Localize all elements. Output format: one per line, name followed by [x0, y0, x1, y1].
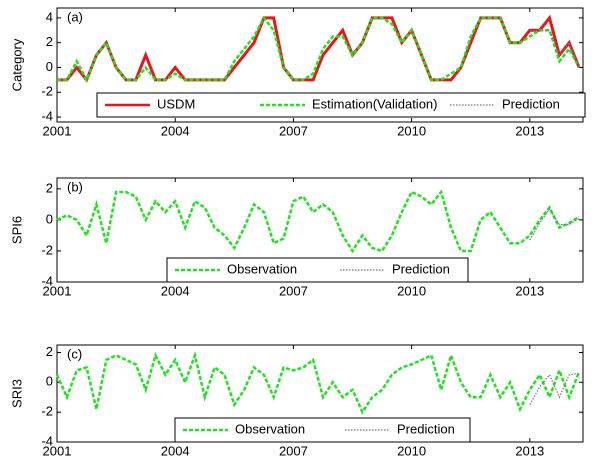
- x-tick-label: 2013: [515, 443, 544, 458]
- legend-label: Prediction: [397, 421, 455, 436]
- y-tick-label: 4: [46, 9, 53, 24]
- series-line: [529, 372, 580, 405]
- series-line: [529, 29, 580, 68]
- x-tick-label: 2013: [515, 123, 544, 138]
- x-tick-label: 2001: [43, 283, 72, 298]
- y-tick-label: 2: [46, 34, 53, 49]
- legend-label: Prediction: [392, 261, 450, 276]
- panel-label: (b): [67, 179, 83, 194]
- x-tick-label: 2004: [161, 283, 190, 298]
- legend-label: Estimation(Validation): [312, 96, 437, 111]
- series-line: [57, 15, 581, 83]
- y-tick-label: -2: [41, 242, 53, 257]
- legend-label: USDM: [157, 96, 195, 111]
- x-tick-label: 2007: [279, 443, 308, 458]
- x-tick-label: 2010: [397, 283, 426, 298]
- y-tick-label: 0: [46, 59, 53, 74]
- series-line: [55, 351, 581, 415]
- y-tick-label: -2: [41, 404, 53, 419]
- y-axis-label: SRI3: [9, 379, 24, 408]
- legend-box: [96, 92, 586, 118]
- x-tick-label: 2004: [161, 443, 190, 458]
- panel-label: (a): [67, 9, 83, 24]
- x-tick-label: 2004: [161, 123, 190, 138]
- y-tick-label: -4: [41, 273, 53, 288]
- series-line: [529, 207, 580, 241]
- y-tick-label: -2: [41, 84, 53, 99]
- y-tick-label: -4: [41, 433, 53, 448]
- x-tick-label: 2007: [279, 283, 308, 298]
- y-tick-label: 2: [46, 344, 53, 359]
- x-tick-label: 2013: [515, 283, 544, 298]
- y-tick-label: 0: [46, 211, 53, 226]
- y-tick-label: 2: [46, 180, 53, 195]
- series-line: [57, 14, 581, 83]
- legend-label: Observation: [227, 261, 297, 276]
- legend-label: Prediction: [502, 96, 560, 111]
- y-tick-label: -4: [41, 108, 53, 123]
- x-tick-label: 2010: [397, 123, 426, 138]
- x-tick-label: 2001: [43, 123, 72, 138]
- series-line: [56, 189, 580, 254]
- x-tick-label: 2010: [397, 443, 426, 458]
- y-axis-label: Category: [9, 38, 24, 91]
- panel-label: (c): [67, 346, 82, 361]
- x-tick-label: 2007: [279, 123, 308, 138]
- y-axis-label: SPI6: [9, 216, 24, 244]
- legend-box: [174, 417, 471, 443]
- legend-label: Observation: [235, 421, 305, 436]
- y-tick-label: 0: [46, 374, 53, 389]
- x-tick-label: 2001: [43, 443, 72, 458]
